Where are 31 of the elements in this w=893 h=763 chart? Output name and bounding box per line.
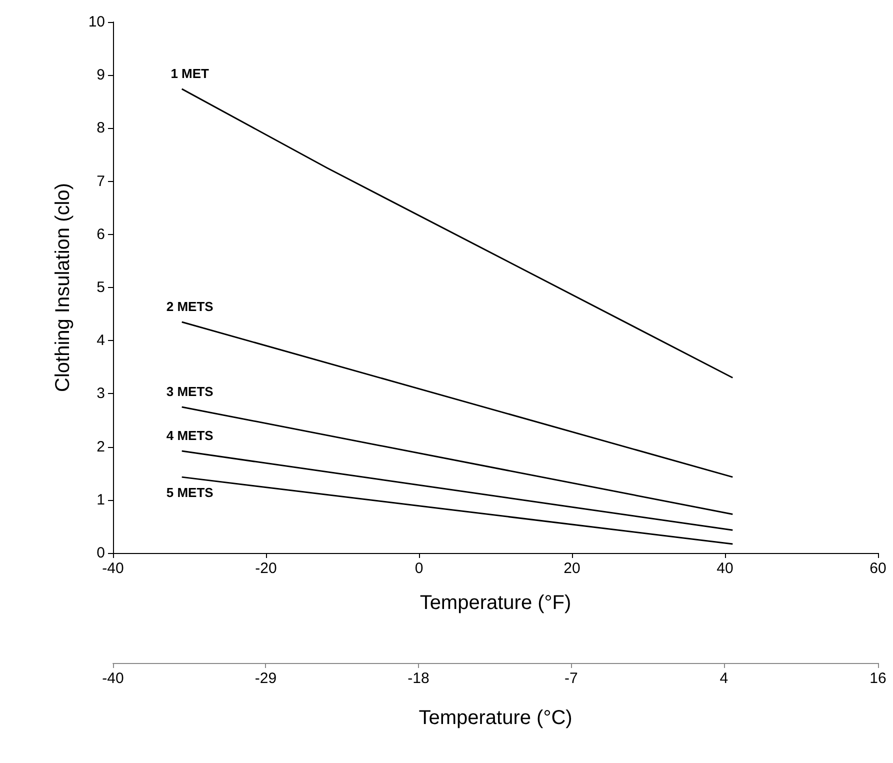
- y-tick-label: 4: [96, 332, 105, 350]
- x-tick-label: 20: [564, 560, 580, 577]
- series-label: 5 METS: [166, 485, 214, 500]
- x-tick-label: -20: [255, 560, 277, 577]
- series-label: 1 MET: [170, 66, 210, 81]
- y-tick-label: 9: [96, 66, 105, 84]
- series-label: 3 METS: [166, 384, 214, 399]
- x-tick-label: 60: [870, 560, 886, 577]
- y-tick-label: 1: [96, 491, 105, 508]
- y-tick-label: 0: [96, 544, 105, 562]
- y-tick-label: 3: [96, 385, 105, 402]
- x-axis-title: Temperature (°F): [420, 592, 572, 614]
- x2-tick-label: -40: [102, 670, 124, 687]
- x2-tick-label: -29: [254, 670, 277, 687]
- x-tick-label: 40: [716, 560, 734, 577]
- y-tick-label: 2: [96, 438, 105, 456]
- y-tick-label: 6: [96, 226, 105, 243]
- x2-axis-title: Temperature (°C): [418, 707, 572, 729]
- x2-tick-label: -18: [408, 670, 430, 687]
- y-tick-label: 5: [96, 279, 105, 296]
- x-tick-label: 0: [414, 560, 424, 577]
- series-label: 2 METS: [166, 299, 214, 314]
- series-label: 4 METS: [166, 428, 214, 444]
- y-tick-label: 10: [88, 14, 105, 30]
- y-axis-title: Clothing Insulation (clo): [52, 183, 74, 392]
- y-tick-label: 8: [96, 120, 105, 137]
- x2-tick-label: 16: [870, 670, 886, 687]
- x2-tick-label: -7: [564, 670, 578, 687]
- x-tick-label: -40: [102, 560, 124, 577]
- x2-tick-label: 4: [720, 670, 728, 687]
- y-tick-label: 7: [96, 172, 105, 190]
